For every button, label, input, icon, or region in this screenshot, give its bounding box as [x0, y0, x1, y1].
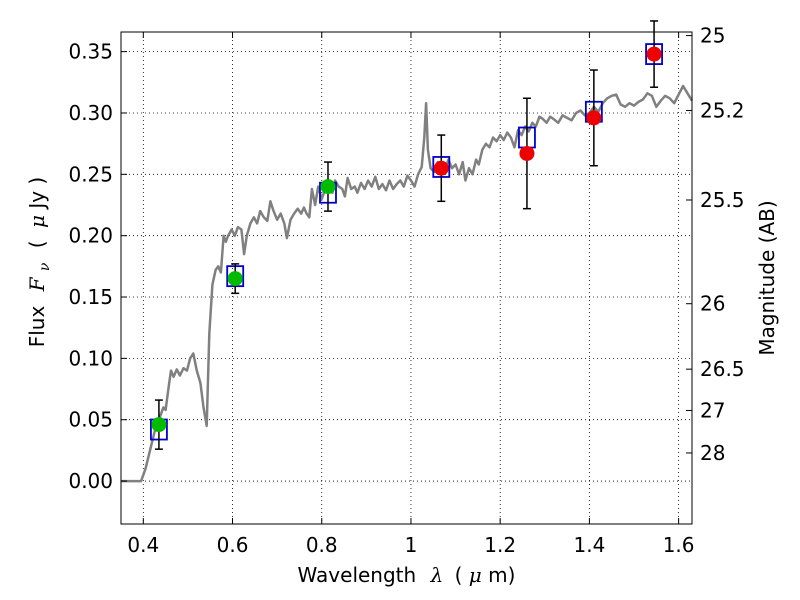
- y-tick-label: 0.25: [68, 162, 113, 186]
- data-point: [586, 110, 602, 126]
- x-axis-title: Wavelength λ ( μ m): [298, 563, 516, 587]
- y2-tick-label: 25.2: [700, 99, 745, 123]
- y-tick-label: 0.05: [68, 408, 113, 432]
- data-point: [227, 271, 243, 287]
- x-tick-label: 0.8: [306, 533, 338, 557]
- y-axis-title-text: Flux: [25, 306, 49, 348]
- x-axis-units-rest: m): [488, 563, 515, 587]
- y-axis-units-open: (: [25, 240, 49, 248]
- y2-axis-title: Magnitude (AB): [755, 200, 779, 355]
- x-axis-units-open: (: [455, 563, 463, 587]
- y2-tick-label: 26: [700, 292, 725, 316]
- y-tick-label: 0.15: [68, 285, 113, 309]
- y-axis-units-rest: Jy ): [25, 177, 49, 211]
- ticks: 0.4 0.6 0.8 1 1.2 1.4 1.6 0.00 0.05 0.10 0.15 0.20 0…: [68, 24, 744, 557]
- y-tick-label: 0.10: [68, 346, 113, 370]
- y2-tick-label: 27: [700, 398, 725, 422]
- x-axis-units-mu: μ: [469, 563, 482, 587]
- x-tick-label: 0.4: [127, 533, 159, 557]
- y-tick-label: 0.30: [68, 101, 113, 125]
- y-axis-symbol: F: [25, 276, 49, 292]
- y2-tick-label: 25.5: [700, 188, 745, 212]
- data-point: [151, 417, 167, 433]
- y2-tick-label: 26.5: [700, 357, 745, 381]
- y-axis-units-mu: μ: [25, 215, 49, 228]
- y-tick-label: 0.35: [68, 40, 113, 64]
- x-axis-symbol: λ: [430, 563, 444, 587]
- x-tick-label: 1: [405, 533, 418, 557]
- y-axis-title: Flux F ν ( μ Jy ): [25, 177, 54, 348]
- y2-tick-label: 28: [700, 441, 725, 465]
- data-point: [320, 179, 336, 195]
- x-axis-title-text: Wavelength: [298, 563, 417, 587]
- x-tick-label: 1.2: [484, 533, 516, 557]
- y2-tick-label: 25: [700, 24, 725, 48]
- x-tick-label: 1.4: [573, 533, 605, 557]
- data-point: [646, 46, 662, 62]
- y-tick-label: 0.20: [68, 224, 113, 248]
- series: [121, 20, 694, 483]
- x-tick-label: 0.6: [217, 533, 249, 557]
- sed-model-curve: [121, 84, 694, 483]
- plot-frame: [120, 31, 693, 525]
- y-tick-label: 0.00: [68, 469, 113, 493]
- y-axis-symbol-subscript: ν: [37, 262, 53, 271]
- data-point: [519, 145, 535, 161]
- data-point: [433, 160, 449, 176]
- x-tick-label: 1.6: [663, 533, 695, 557]
